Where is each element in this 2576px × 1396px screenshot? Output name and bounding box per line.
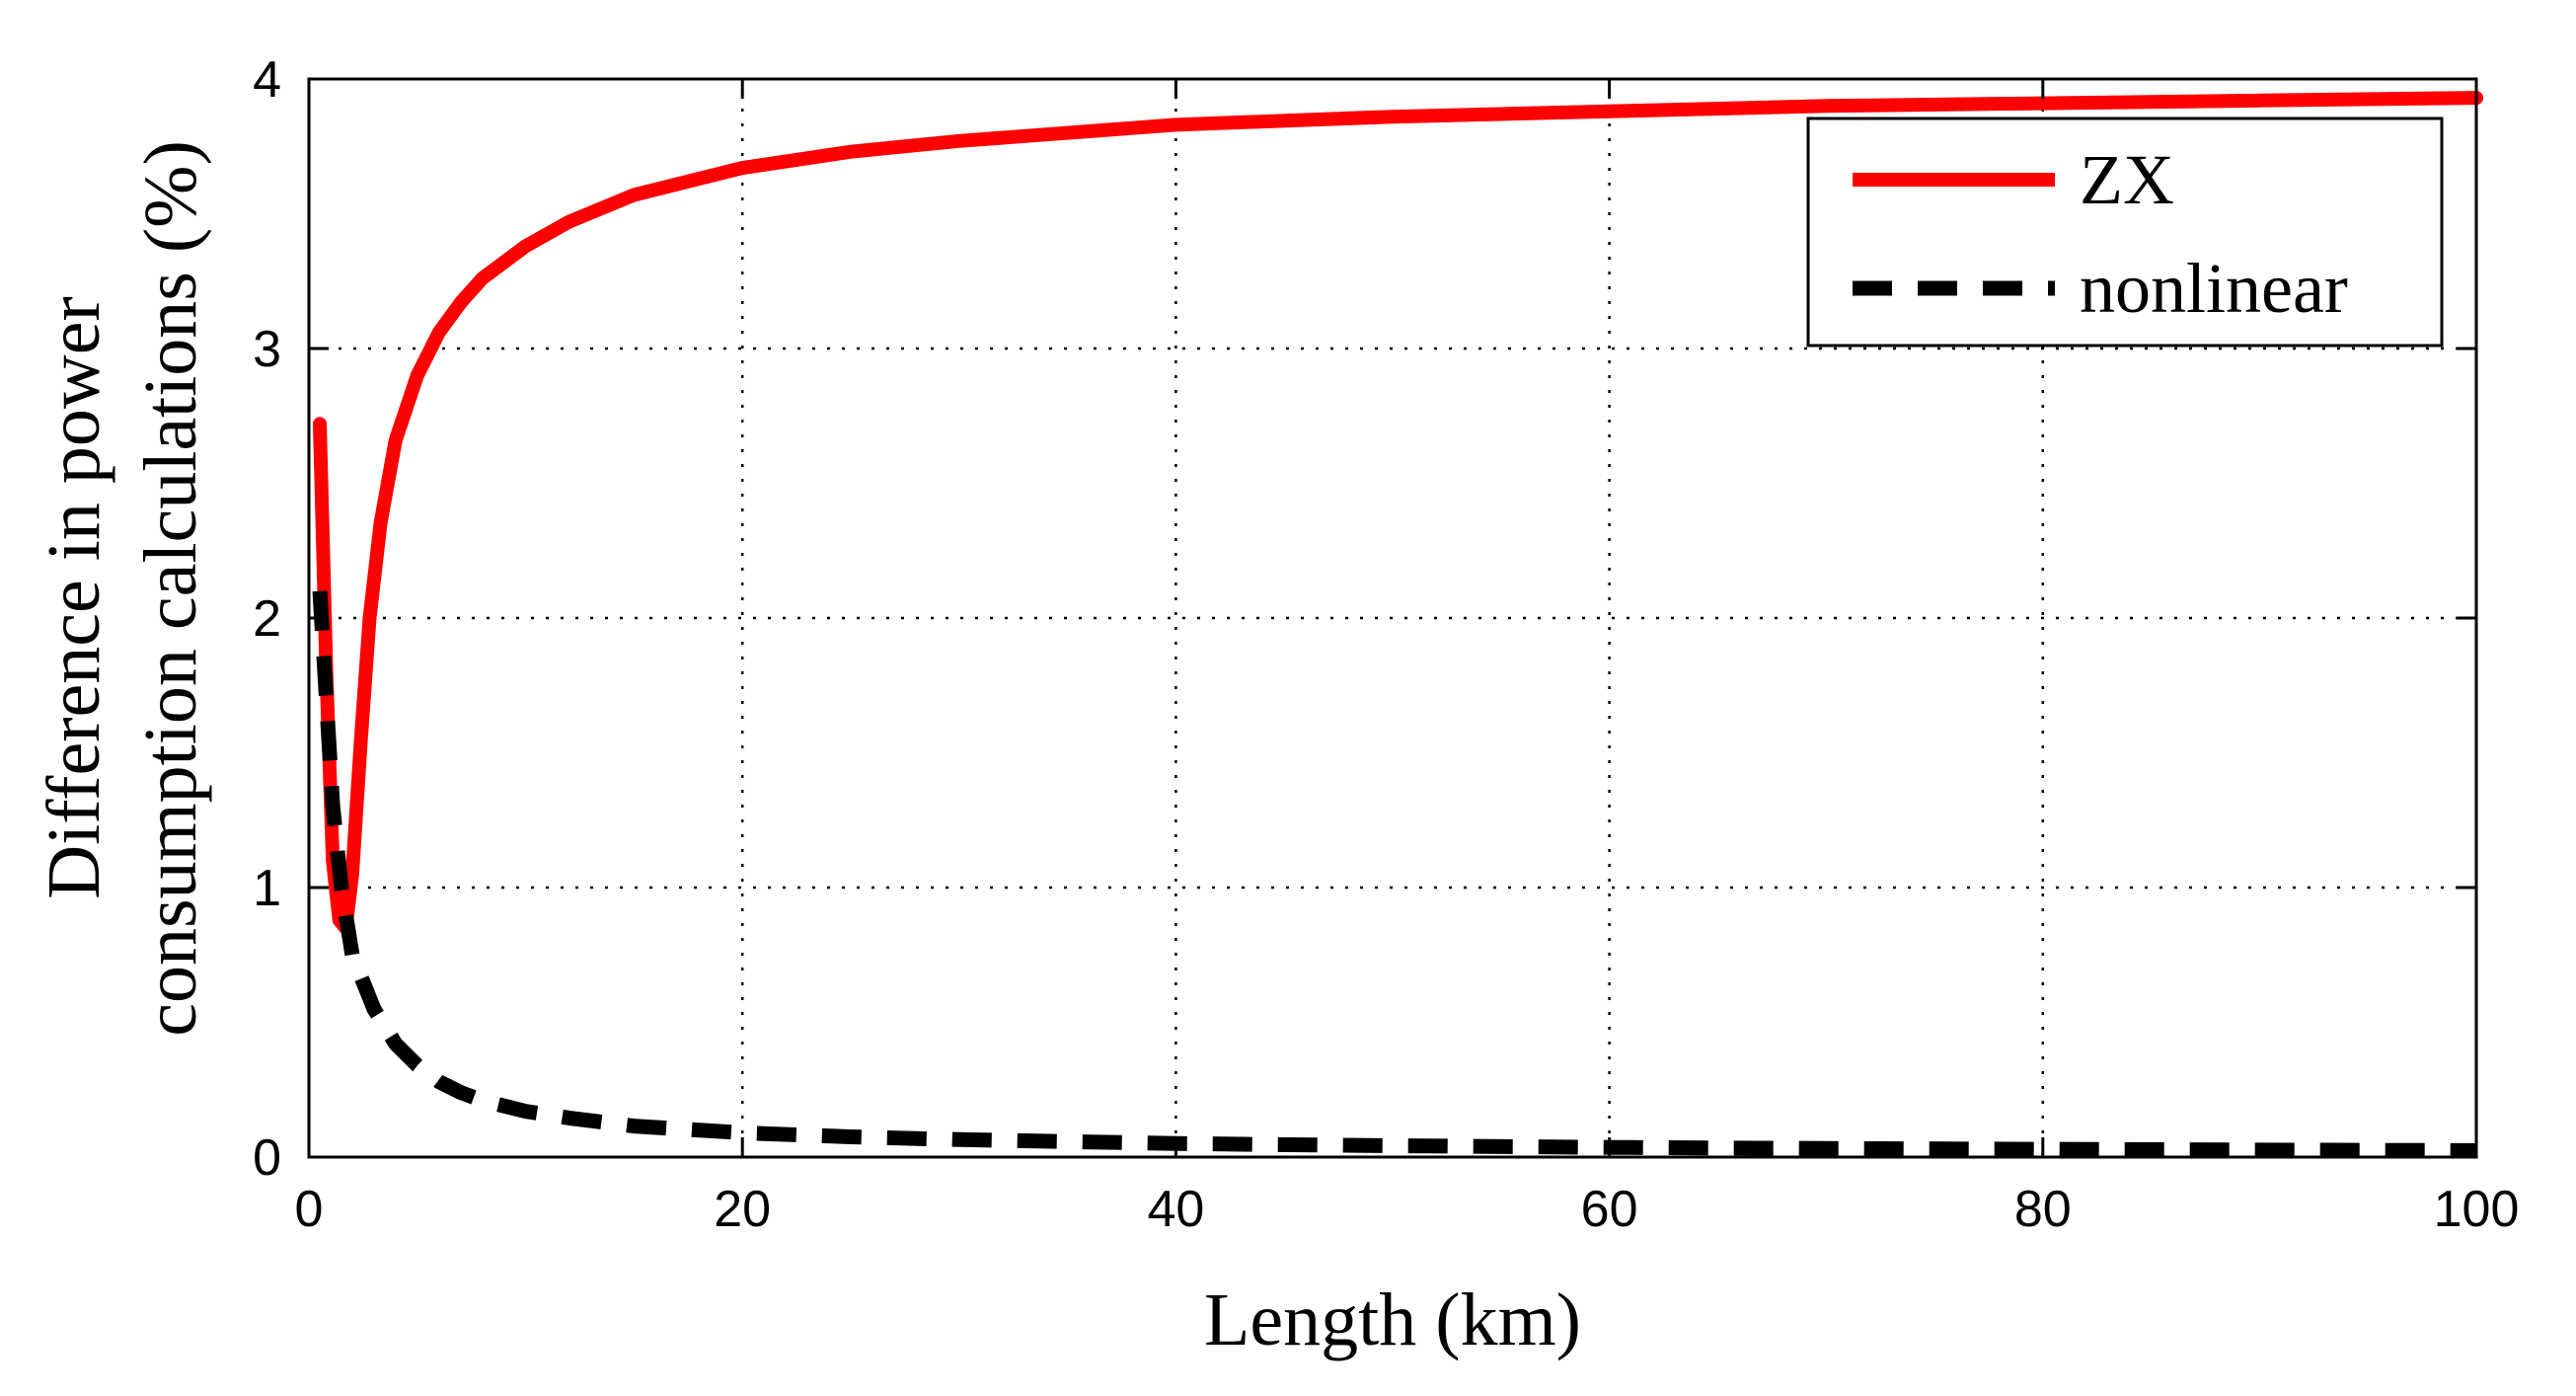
legend-label-ZX: ZX [2080, 140, 2174, 219]
y-axis-title-line-1: Difference in power [33, 296, 115, 899]
y-axis-title-line-2: consumption calculations (%) [129, 140, 212, 1037]
y-tick-label-1: 1 [253, 860, 281, 917]
x-tick-label-20: 20 [714, 1181, 771, 1238]
y-tick-label-3: 3 [253, 321, 281, 378]
x-tick-label-60: 60 [1581, 1181, 1638, 1238]
y-tick-label-2: 2 [253, 590, 281, 648]
legend: ZX nonlinear [1806, 116, 2444, 348]
y-tick-label-4: 4 [253, 51, 281, 109]
x-tick-label-80: 80 [2014, 1181, 2072, 1238]
series-lines [312, 91, 2483, 1158]
series-line-ZX [313, 91, 2483, 935]
x-tick-label-40: 40 [1147, 1181, 1204, 1238]
series-line-nonlinear [312, 590, 2477, 1158]
legend-label-nonlinear: nonlinear [2080, 249, 2348, 328]
x-tick-label-0: 0 [295, 1181, 324, 1238]
y-tick-label-0: 0 [253, 1129, 281, 1187]
y-axis-title: Difference in power consumption calculat… [33, 140, 212, 1037]
x-axis-title: Length (km) [1204, 1279, 1581, 1361]
legend-box [1806, 116, 2444, 348]
x-tick-label-100: 100 [2434, 1181, 2520, 1238]
axis-ticks: 0 20 40 60 80 100 0 1 2 3 4 [253, 51, 2519, 1238]
